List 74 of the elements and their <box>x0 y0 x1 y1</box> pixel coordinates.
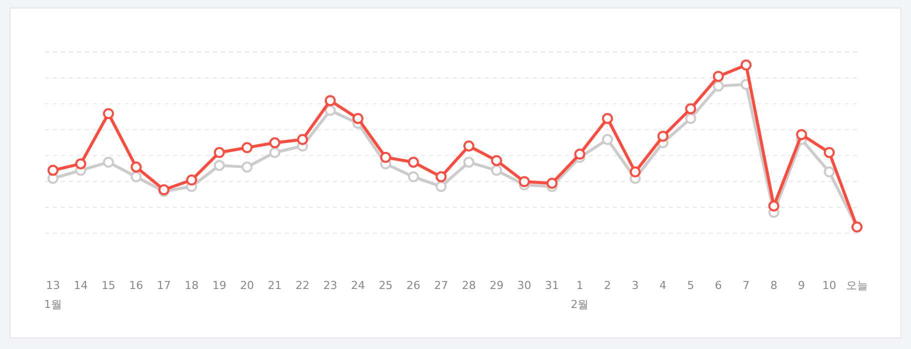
point <box>214 146 225 158</box>
x-tick-label: 27 <box>434 279 448 292</box>
point <box>768 200 780 212</box>
point <box>269 137 280 148</box>
x-tick-label: 22 <box>296 279 310 292</box>
point <box>130 162 142 173</box>
point <box>602 134 613 146</box>
x-tick-label: 25 <box>378 279 393 292</box>
x-tick-label: 10 <box>822 279 836 292</box>
point <box>657 130 668 142</box>
point <box>740 60 752 70</box>
point <box>408 156 419 168</box>
point <box>102 156 114 168</box>
x-tick-label: 6 <box>714 279 722 292</box>
point <box>630 166 641 178</box>
x-tick-label: 13 <box>46 279 60 292</box>
text: 2월 <box>570 298 589 311</box>
x-tick-label: 28 <box>462 279 476 292</box>
point <box>186 174 198 186</box>
x-tick-label: 15 <box>101 279 116 292</box>
point <box>824 146 835 158</box>
x-tick-label: 2 <box>604 279 611 292</box>
x-tick-label: 17 <box>156 279 171 292</box>
point <box>297 134 308 146</box>
x-tick-label: 23 <box>323 279 338 292</box>
point <box>436 171 447 182</box>
point <box>574 148 586 160</box>
point <box>685 103 696 114</box>
point <box>242 142 253 154</box>
x-tick-label: 30 <box>517 279 532 292</box>
point <box>352 112 364 124</box>
point <box>408 171 419 182</box>
point <box>491 155 502 166</box>
x-tick-label: 18 <box>184 279 199 292</box>
point <box>214 160 225 171</box>
point <box>518 176 530 188</box>
point <box>685 112 696 124</box>
x-tick-label: 4 <box>659 279 666 292</box>
x-tick-label: 8 <box>770 279 778 292</box>
point <box>130 171 142 182</box>
point <box>102 108 114 120</box>
x-tick-label: 오늘 <box>846 279 868 292</box>
x-tick-label: 5 <box>687 279 694 292</box>
point <box>48 164 58 176</box>
x-tick-label: 9 <box>798 279 806 292</box>
point <box>463 156 474 168</box>
x-tick-label: 21 <box>268 279 282 292</box>
point <box>546 178 558 189</box>
x-tick-label: 19 <box>212 279 226 292</box>
x-tick-label: 24 <box>350 279 365 292</box>
point <box>602 112 613 124</box>
point <box>380 152 392 163</box>
x-tick-label: 20 <box>240 279 254 292</box>
point <box>796 129 808 140</box>
point <box>269 146 280 158</box>
x-tick-label: 3 <box>632 279 639 292</box>
point <box>712 70 724 82</box>
x-tick-label: 31 <box>545 279 560 292</box>
point <box>463 140 474 152</box>
point <box>242 162 253 173</box>
x-tick-label: 16 <box>129 279 144 292</box>
x-tick-label: 7 <box>742 279 750 292</box>
point <box>491 164 502 176</box>
point <box>824 166 835 178</box>
point <box>75 158 86 170</box>
text: 1월 <box>44 298 62 311</box>
x-tick-label: 1 <box>576 279 584 292</box>
x-tick-label: 14 <box>74 279 88 292</box>
point <box>436 181 447 192</box>
point <box>712 80 724 92</box>
x-tick-label: 29 <box>490 279 504 292</box>
x-tick-label: 26 <box>406 279 420 292</box>
point <box>324 95 336 106</box>
point <box>324 104 336 116</box>
